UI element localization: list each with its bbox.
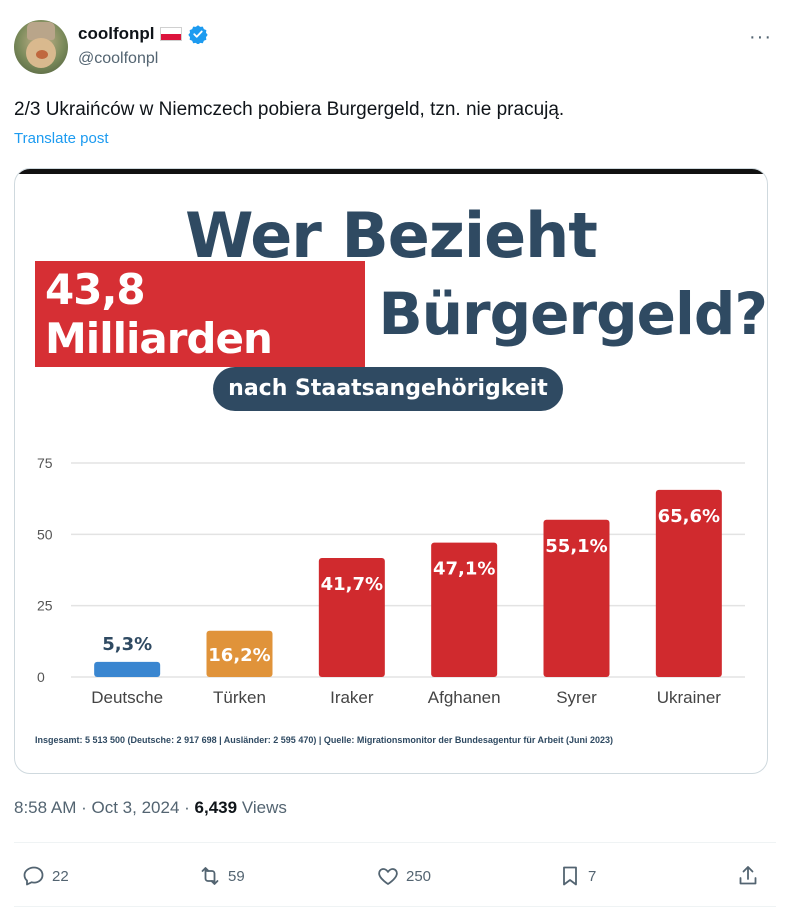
image-title-line1: Wer Bezieht — [185, 199, 598, 272]
share-icon — [739, 866, 757, 885]
repost-count: 59 — [228, 867, 245, 885]
x-tick-label: Deutsche — [91, 688, 163, 707]
post-header: coolfonpl @coolfonpl ··· — [14, 20, 776, 76]
bookmark-icon — [563, 866, 577, 886]
bar — [431, 542, 498, 677]
post-meta: 8:58 AM · Oct 3, 2024 · 6,439 Views — [14, 798, 287, 818]
reply-icon — [23, 866, 44, 886]
image-top-border — [15, 169, 767, 174]
y-tick-label: 0 — [37, 669, 45, 685]
x-tick-label: Türken — [213, 688, 266, 707]
x-tick-label: Afghanen — [428, 688, 501, 707]
data-label: 16,2% — [208, 645, 270, 666]
poland-flag-icon — [160, 27, 183, 41]
avatar[interactable] — [14, 20, 68, 74]
views-count: 6,439 — [194, 798, 238, 817]
views-label: Views — [241, 798, 287, 817]
action-bar: 22 59 250 7 — [14, 858, 776, 898]
bar — [94, 661, 161, 677]
reply-count: 22 — [52, 867, 69, 885]
reply-button[interactable]: 22 — [22, 864, 69, 888]
image-subtitle-pill: nach Staatsangehörigkeit — [213, 367, 563, 411]
x-tick-label: Syrer — [556, 688, 597, 707]
bar — [543, 519, 610, 677]
avatar-hat — [27, 22, 55, 40]
bar — [206, 630, 273, 677]
post-date[interactable]: Oct 3, 2024 — [91, 798, 180, 817]
like-button[interactable]: 250 — [376, 864, 431, 888]
image-title-line2: Bürgergeld? — [378, 280, 767, 348]
bar-chart: 0 25 50 75 5,3% Deutsche 16,2% Türken 41,7% Irake… — [37, 455, 745, 707]
display-name[interactable]: coolfonpl — [78, 24, 155, 43]
repost-button[interactable]: 59 — [198, 864, 245, 888]
like-count: 250 — [406, 867, 432, 885]
data-label: 55,1% — [545, 536, 607, 557]
divider — [14, 842, 776, 843]
data-label: 41,7% — [321, 574, 383, 595]
avatar-nose — [36, 50, 48, 59]
share-button[interactable] — [736, 864, 760, 888]
more-options-icon[interactable]: ··· — [749, 26, 772, 48]
bookmark-count: 7 — [588, 867, 597, 885]
verified-badge-icon — [188, 25, 209, 44]
name-row: coolfonpl — [78, 24, 209, 44]
data-label: 5,3% — [102, 634, 152, 655]
bar — [655, 489, 722, 677]
x-tick-label: Ukrainer — [657, 688, 722, 707]
y-tick-label: 50 — [37, 526, 53, 542]
post-image[interactable]: Wer Bezieht 43,8 Milliarden Bürgergeld? … — [14, 168, 768, 774]
y-tick-label: 75 — [37, 455, 53, 471]
image-title-highlight: 43,8 Milliarden — [35, 261, 365, 367]
user-handle[interactable]: @coolfonpl — [78, 50, 159, 67]
data-label: 47,1% — [433, 559, 495, 580]
meta-separator: · — [81, 798, 87, 817]
x-tick-label: Iraker — [330, 688, 374, 707]
post-text: 2/3 Ukraińców w Niemczech pobiera Burger… — [14, 99, 565, 120]
translate-post-link[interactable]: Translate post — [14, 130, 109, 147]
divider — [14, 906, 776, 907]
repost-icon — [201, 867, 219, 885]
post-time[interactable]: 8:58 AM — [14, 798, 77, 817]
bookmark-button[interactable]: 7 — [558, 864, 596, 888]
y-tick-label: 25 — [37, 598, 53, 614]
image-title-row: 43,8 Milliarden Bürgergeld? — [35, 261, 767, 367]
meta-separator: · — [184, 798, 190, 817]
data-label: 65,6% — [658, 506, 720, 527]
heart-icon — [378, 868, 398, 885]
image-footnote: Insgesamt: 5 513 500 (Deutsche: 2 917 69… — [35, 735, 614, 745]
bar — [318, 558, 385, 677]
